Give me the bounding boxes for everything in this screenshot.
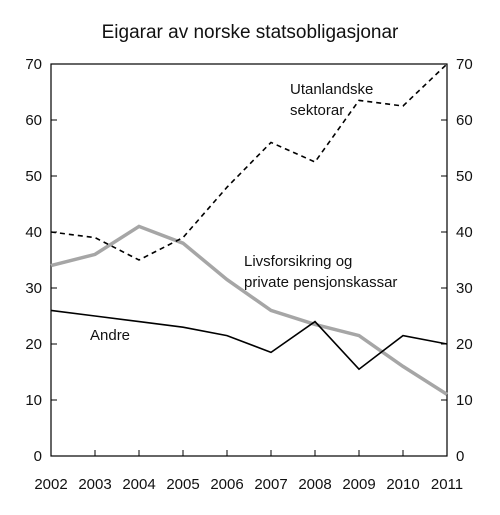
series-annotation-1: Livsforsikring og xyxy=(244,253,352,270)
x-tick-label: 2011 xyxy=(431,476,463,493)
y-tick-label-left: 30 xyxy=(25,280,42,297)
series-lines xyxy=(50,63,448,396)
x-tick-label: 2007 xyxy=(254,476,287,493)
y-tick-label-left: 0 xyxy=(34,448,42,465)
y-tick-label-left: 50 xyxy=(25,168,42,185)
y-tick-label-left: 70 xyxy=(25,56,42,73)
y-tick-label-right: 10 xyxy=(456,392,473,409)
x-tick-label: 2002 xyxy=(34,476,67,493)
y-tick-label-left: 10 xyxy=(25,392,42,409)
series-annotations: Utanlandske sektorar Livsforsikring og priv… xyxy=(90,81,397,344)
series-annotation-2: Andre xyxy=(90,327,130,344)
series-line-2 xyxy=(50,309,448,371)
x-tick-label: 2008 xyxy=(298,476,331,493)
x-tick-label: 2003 xyxy=(78,476,111,493)
y-tick-label-right: 60 xyxy=(456,112,473,129)
series-annotation-0: Utanlandske xyxy=(290,81,373,98)
y-tick-label-right: 0 xyxy=(456,448,464,465)
y-tick-label-right: 40 xyxy=(456,224,473,241)
y-tick-label-right: 70 xyxy=(456,56,473,73)
x-tick-label: 2004 xyxy=(122,476,155,493)
x-tick-label: 2010 xyxy=(386,476,419,493)
axis-ticks: 0 0 10 10 20 20 30 30 40 40 50 50 60 60 70 70 2002 2003 20… xyxy=(25,56,472,493)
plot-frame xyxy=(50,63,448,457)
y-tick-label-right: 50 xyxy=(456,168,473,185)
y-tick-label-left: 40 xyxy=(25,224,42,241)
chart-title: Eigarar av norske statsobligasjonar xyxy=(102,22,399,43)
x-tick-label: 2006 xyxy=(210,476,243,493)
x-tick-label: 2005 xyxy=(166,476,199,493)
series-line-1 xyxy=(50,224,448,396)
y-tick-label-right: 30 xyxy=(456,280,473,297)
y-tick-label-right: 20 xyxy=(456,336,473,353)
x-tick-label: 2009 xyxy=(342,476,375,493)
series-annotation-0: sektorar xyxy=(290,102,344,119)
y-tick-label-left: 60 xyxy=(25,112,42,129)
y-tick-label-left: 20 xyxy=(25,336,42,353)
series-annotation-1: private pensjonskassar xyxy=(244,274,397,291)
series-line-0 xyxy=(50,63,448,261)
